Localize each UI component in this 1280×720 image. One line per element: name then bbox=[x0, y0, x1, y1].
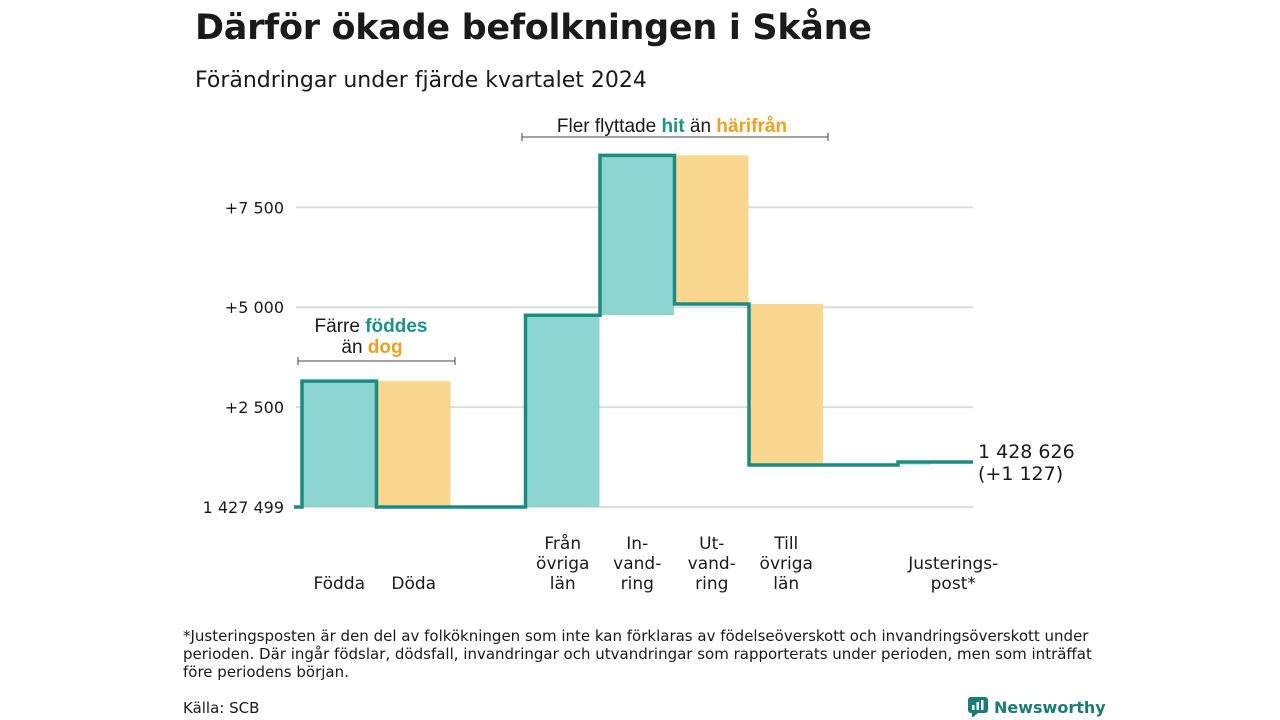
y-tick-label: +5 000 bbox=[225, 298, 284, 317]
annotation-births-deaths-part: Färre bbox=[315, 316, 366, 337]
x-category-label: Justerings- bbox=[907, 554, 998, 574]
annotation-births-deaths-part: föddes bbox=[365, 316, 427, 337]
logo-icon bbox=[968, 697, 988, 717]
x-category-label: Från bbox=[544, 533, 581, 554]
x-category-label: län bbox=[550, 574, 576, 594]
y-tick-label: +2 500 bbox=[225, 398, 284, 417]
annotation-births-deaths-part: dog bbox=[368, 337, 403, 358]
waterfall-chart: 1 427 499 +2 500 +5 000 +7 500 Födda Döda Från… bbox=[203, 116, 1075, 594]
y-tick-label: +7 500 bbox=[225, 198, 284, 217]
x-category-label: län bbox=[773, 574, 799, 594]
x-category-label: vand- bbox=[613, 554, 661, 574]
annotation-migration-part: härifrån bbox=[716, 116, 787, 137]
x-category-label: Födda bbox=[313, 574, 365, 594]
annotation-migration-part: hit bbox=[661, 116, 685, 137]
bar-decrease bbox=[674, 155, 749, 305]
bar-increase bbox=[525, 315, 600, 507]
bar-increase bbox=[302, 381, 376, 507]
x-category-label: ring bbox=[621, 574, 654, 594]
x-category-label: Till bbox=[773, 534, 798, 554]
x-category-label: Döda bbox=[391, 574, 436, 594]
x-category-label: ring bbox=[695, 574, 728, 594]
x-category-label: övriga bbox=[536, 554, 589, 574]
chart-subtitle: Förändringar under fjärde kvartalet 2024 bbox=[195, 68, 647, 93]
annotation-migration-part: Fler flyttade bbox=[557, 116, 662, 137]
bar-increase bbox=[600, 155, 674, 316]
cumulative-step-line bbox=[294, 153, 973, 509]
x-category-label: Ut- bbox=[699, 534, 724, 554]
x-category-label: In- bbox=[626, 534, 648, 554]
bar-decrease bbox=[749, 304, 823, 466]
source-note: Källa: SCB bbox=[183, 699, 260, 717]
bar-decrease bbox=[376, 381, 451, 507]
annotation-migration-part: än bbox=[685, 116, 717, 137]
annotation-births-deaths: Färre föddes bbox=[315, 316, 428, 337]
chart-title: Därför ökade befolkningen i Skåne bbox=[195, 8, 872, 48]
newsworthy-logo: Newsworthy bbox=[968, 696, 1106, 718]
annotation-births-deaths: än dog bbox=[341, 337, 402, 358]
footnote: *Justeringsposten är den del av folkökni… bbox=[183, 627, 1092, 681]
end-value-label: 1 428 626 bbox=[978, 441, 1075, 463]
end-value-label: (+1 127) bbox=[978, 463, 1063, 485]
x-category-label: övriga bbox=[760, 554, 813, 574]
x-category-label: post* bbox=[931, 574, 976, 594]
x-category-label: vand- bbox=[688, 554, 736, 574]
annotation-births-deaths-part: än bbox=[341, 337, 367, 358]
logo-text: Newsworthy bbox=[994, 697, 1106, 717]
annotation-migration: Fler flyttade hit än härifrån bbox=[557, 116, 787, 137]
y-tick-label: 1 427 499 bbox=[203, 498, 284, 517]
